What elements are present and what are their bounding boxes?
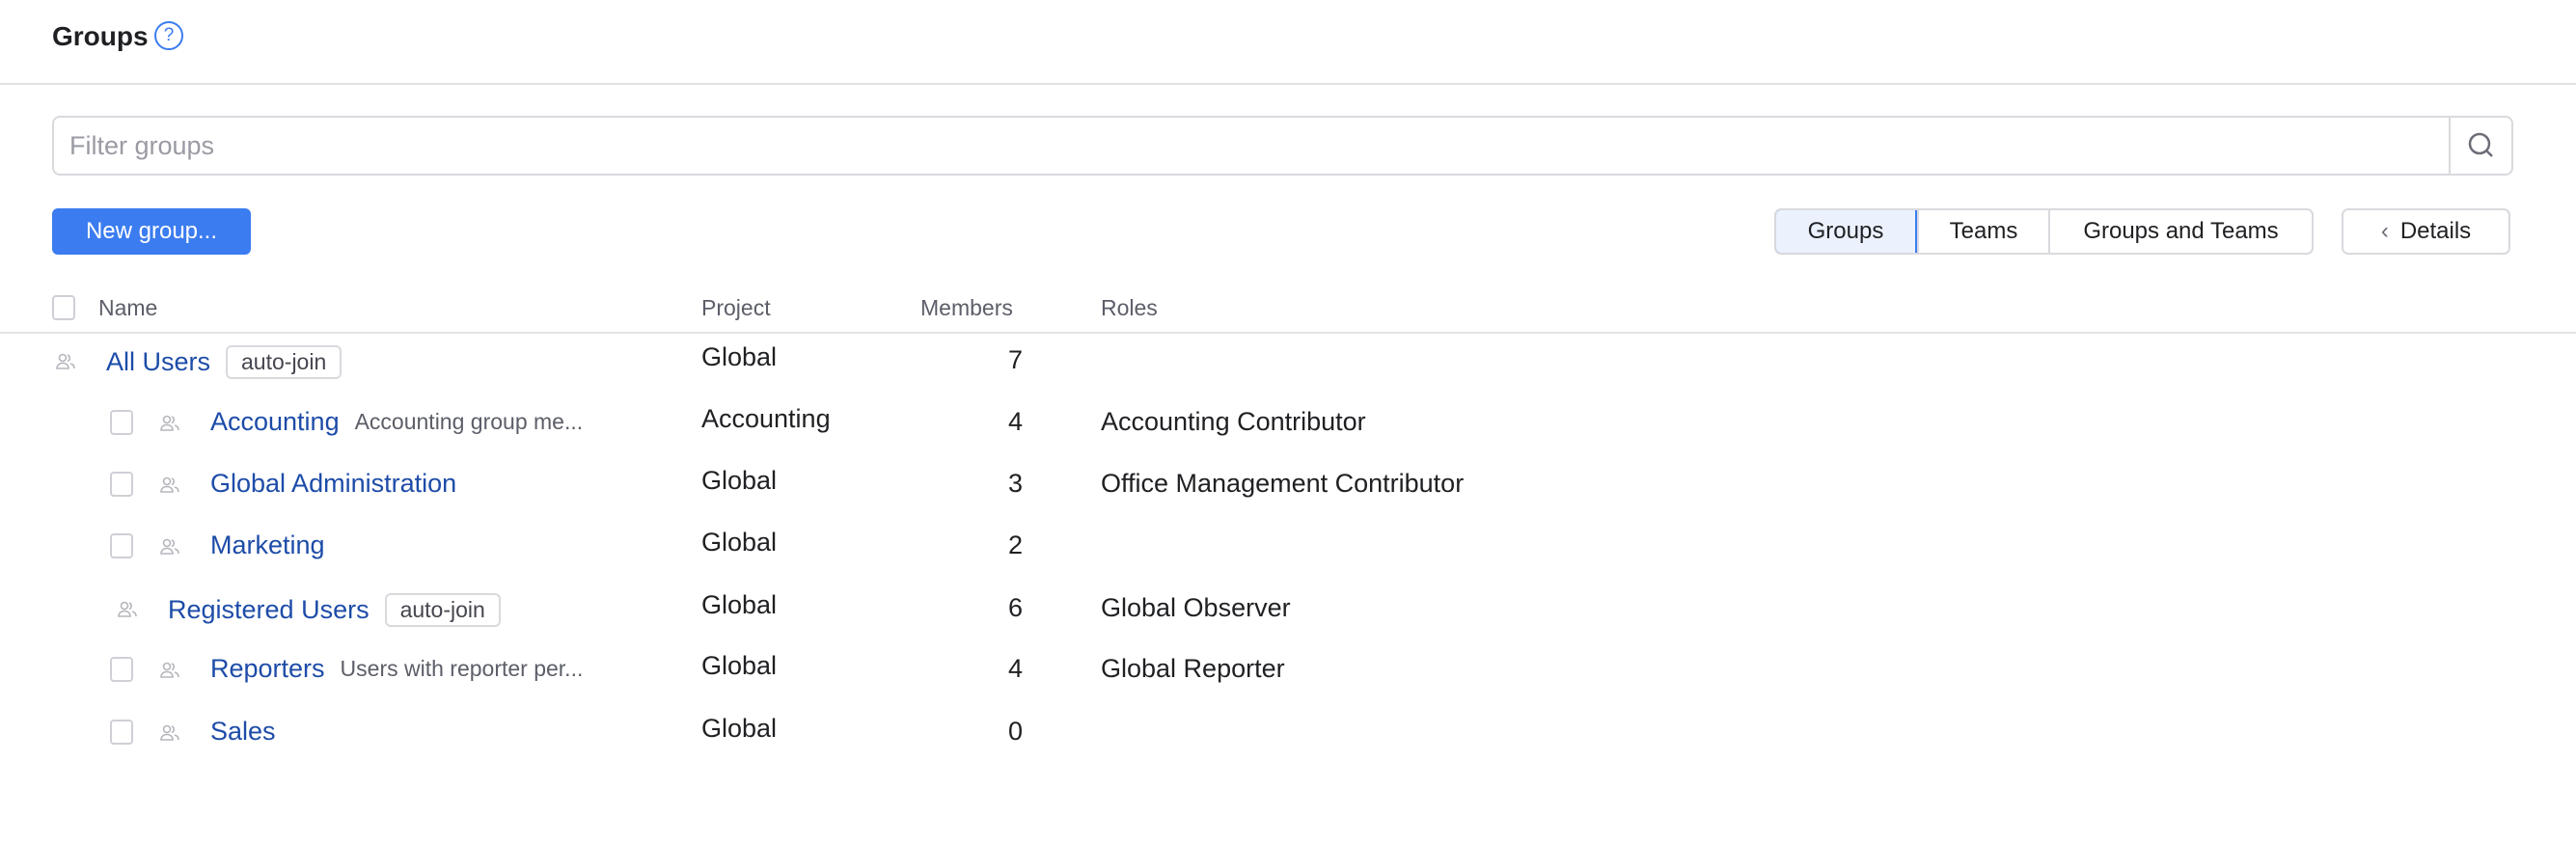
details-button[interactable]: ‹ Details xyxy=(2342,208,2510,255)
tab-groups-and-teams[interactable]: Groups and Teams xyxy=(2048,210,2312,253)
project-cell: Global xyxy=(701,466,778,495)
group-name-link[interactable]: Marketing xyxy=(210,530,325,559)
select-all-checkbox[interactable] xyxy=(52,295,75,320)
column-header-members[interactable]: Members xyxy=(920,295,1013,320)
group-icon xyxy=(116,598,139,626)
row-checkbox[interactable] xyxy=(110,472,133,497)
group-description: Users with reporter per... xyxy=(340,656,584,681)
group-name-link[interactable]: Registered Users xyxy=(168,595,370,624)
group-name-link[interactable]: Accounting xyxy=(210,407,340,436)
members-cell: 2 xyxy=(1007,530,1023,559)
header-divider xyxy=(0,83,2576,85)
roles-cell: Office Management Contributor xyxy=(1101,469,1465,498)
group-icon xyxy=(54,350,77,378)
tab-teams[interactable]: Teams xyxy=(1917,210,2048,253)
group-icon xyxy=(158,412,181,440)
filter-groups-input[interactable] xyxy=(52,116,2449,176)
members-cell: 4 xyxy=(1007,654,1023,683)
group-icon xyxy=(158,474,181,502)
search-button[interactable] xyxy=(2449,116,2513,176)
auto-join-badge: auto-join xyxy=(226,345,343,379)
group-icon xyxy=(158,535,181,563)
group-icon xyxy=(158,659,181,687)
column-header-name[interactable]: Name xyxy=(98,295,158,320)
details-label: Details xyxy=(2399,218,2472,244)
group-icon xyxy=(158,721,181,749)
table-header-divider xyxy=(0,332,2576,334)
column-header-roles[interactable]: Roles xyxy=(1101,295,1158,320)
roles-cell: Accounting Contributor xyxy=(1101,407,1366,436)
column-header-project[interactable]: Project xyxy=(701,295,771,320)
project-cell: Global xyxy=(701,342,778,371)
members-cell: 4 xyxy=(1007,407,1023,436)
view-segmented-control: Groups Teams Groups and Teams xyxy=(1774,208,2314,255)
project-cell: Global xyxy=(701,590,778,619)
group-name-link[interactable]: Sales xyxy=(210,717,276,746)
group-description: Accounting group me... xyxy=(354,409,584,434)
row-checkbox[interactable] xyxy=(110,657,133,682)
project-cell: Accounting xyxy=(701,404,831,433)
auto-join-badge: auto-join xyxy=(384,593,501,627)
members-cell: 7 xyxy=(1007,345,1023,374)
chevron-left-icon: ‹ xyxy=(2380,218,2389,244)
members-cell: 6 xyxy=(1007,593,1023,622)
group-name-link[interactable]: All Users xyxy=(106,347,211,376)
project-cell: Global xyxy=(701,651,778,680)
members-cell: 3 xyxy=(1007,469,1023,498)
search-icon xyxy=(2468,132,2493,157)
group-name-link[interactable]: Global Administration xyxy=(210,469,457,498)
help-icon[interactable]: ? xyxy=(154,21,183,50)
members-cell: 0 xyxy=(1007,717,1023,746)
row-checkbox[interactable] xyxy=(110,410,133,435)
project-cell: Global xyxy=(701,714,778,743)
new-group-button[interactable]: New group... xyxy=(52,208,251,255)
group-name-link[interactable]: Reporters xyxy=(210,654,325,683)
row-checkbox[interactable] xyxy=(110,720,133,745)
roles-cell: Global Reporter xyxy=(1101,654,1285,683)
tab-groups[interactable]: Groups xyxy=(1776,210,1917,253)
row-checkbox[interactable] xyxy=(110,533,133,558)
roles-cell: Global Observer xyxy=(1101,593,1291,622)
project-cell: Global xyxy=(701,528,778,557)
page-title: Groups xyxy=(52,21,149,51)
